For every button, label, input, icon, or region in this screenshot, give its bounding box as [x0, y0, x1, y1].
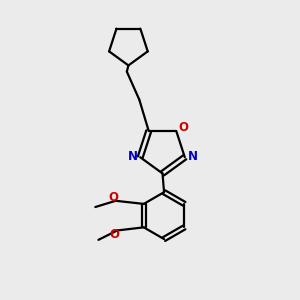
- Text: O: O: [178, 121, 188, 134]
- Text: N: N: [188, 150, 198, 163]
- Text: O: O: [110, 228, 120, 241]
- Text: N: N: [128, 150, 137, 163]
- Text: O: O: [108, 190, 118, 203]
